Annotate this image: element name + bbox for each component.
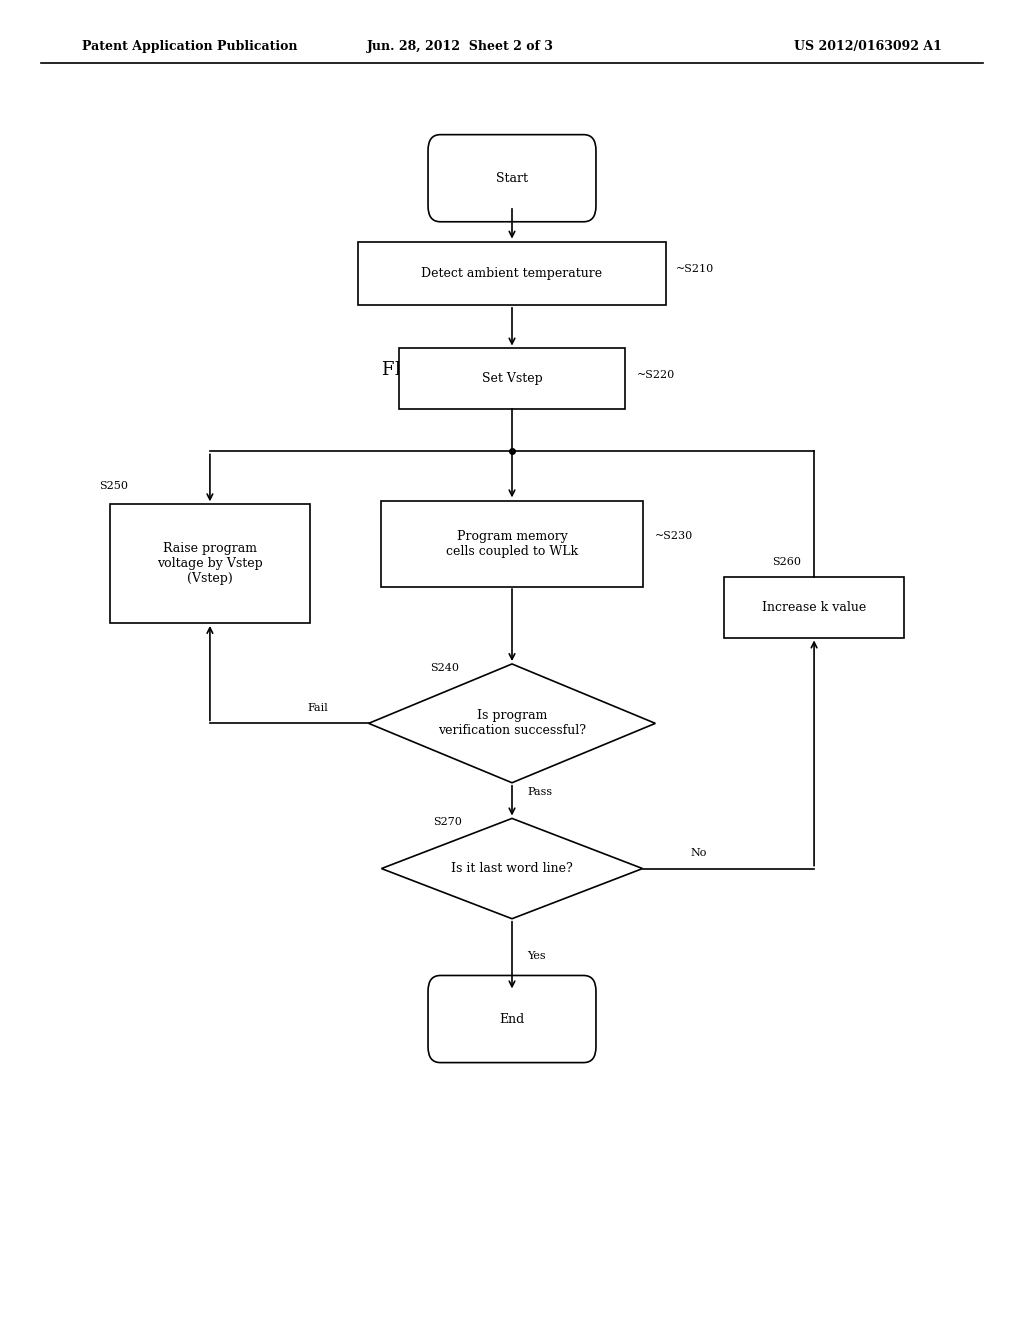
Text: No: No bbox=[690, 847, 707, 858]
Text: End: End bbox=[500, 1012, 524, 1026]
Text: Is program
verification successful?: Is program verification successful? bbox=[438, 709, 586, 738]
Text: Yes: Yes bbox=[527, 950, 546, 961]
Text: FIG. 2: FIG. 2 bbox=[382, 360, 437, 379]
Text: Program memory
cells coupled to WLk: Program memory cells coupled to WLk bbox=[445, 529, 579, 558]
Text: US 2012/0163092 A1: US 2012/0163092 A1 bbox=[795, 40, 942, 53]
Text: Increase k value: Increase k value bbox=[762, 601, 866, 614]
Bar bbox=[399, 348, 625, 409]
Text: Start: Start bbox=[496, 172, 528, 185]
Text: ~S220: ~S220 bbox=[637, 370, 675, 380]
Text: S260: S260 bbox=[772, 557, 801, 568]
Text: S270: S270 bbox=[433, 817, 462, 828]
Text: Jun. 28, 2012  Sheet 2 of 3: Jun. 28, 2012 Sheet 2 of 3 bbox=[368, 40, 554, 53]
Text: ~S210: ~S210 bbox=[676, 264, 714, 275]
Text: Is it last word line?: Is it last word line? bbox=[452, 862, 572, 875]
FancyBboxPatch shape bbox=[428, 135, 596, 222]
Text: S240: S240 bbox=[430, 663, 459, 673]
Text: Set Vstep: Set Vstep bbox=[481, 372, 543, 385]
FancyBboxPatch shape bbox=[428, 975, 596, 1063]
Bar bbox=[725, 577, 904, 638]
Polygon shape bbox=[369, 664, 655, 783]
Text: Pass: Pass bbox=[527, 787, 553, 797]
Bar bbox=[381, 500, 643, 586]
Text: Detect ambient temperature: Detect ambient temperature bbox=[422, 267, 602, 280]
Text: Patent Application Publication: Patent Application Publication bbox=[82, 40, 297, 53]
Text: ~S230: ~S230 bbox=[655, 531, 693, 541]
Text: Fail: Fail bbox=[307, 702, 328, 713]
Text: Raise program
voltage by Vstep
(Vstep): Raise program voltage by Vstep (Vstep) bbox=[157, 543, 263, 585]
Polygon shape bbox=[381, 818, 643, 919]
Bar bbox=[358, 242, 666, 305]
Text: S250: S250 bbox=[99, 480, 128, 491]
Bar bbox=[110, 504, 309, 623]
